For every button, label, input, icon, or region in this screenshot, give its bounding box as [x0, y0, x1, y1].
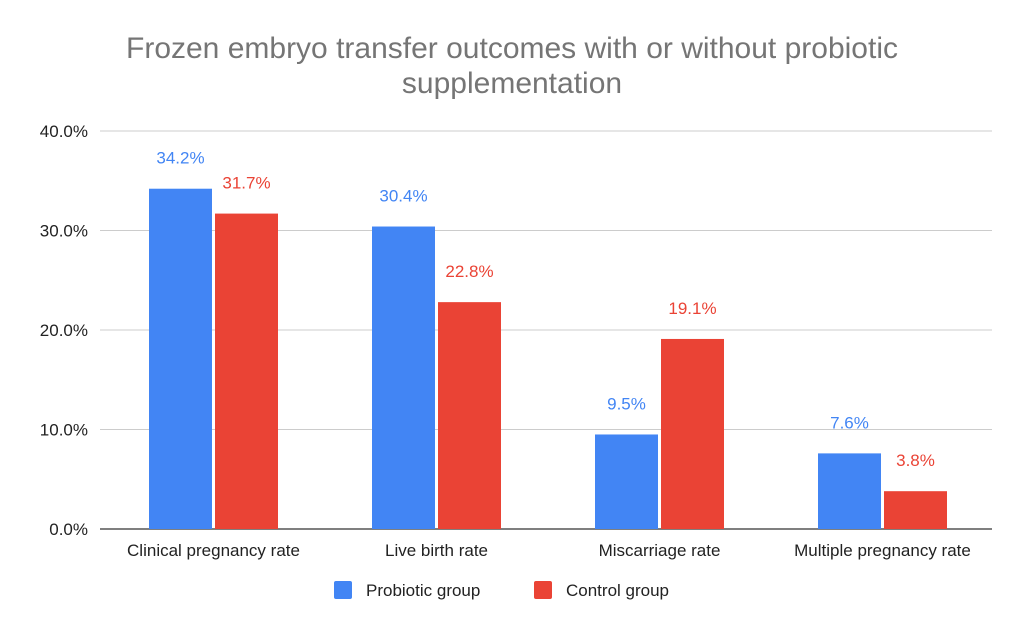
chart-title-line-1: Frozen embryo transfer outcomes with or …: [126, 32, 898, 65]
data-label: 7.6%: [830, 413, 869, 432]
y-tick-label: 40.0%: [40, 122, 88, 141]
chart-title-line-2: supplementation: [402, 67, 622, 100]
y-tick-label: 10.0%: [40, 421, 88, 440]
data-labels: 34.2% 31.7% 30.4% 22.8% 9.5% 19.1% 7.6% 3.8%: [156, 149, 934, 470]
x-category-label: Multiple pregnancy rate: [794, 541, 971, 560]
y-axis-tick-labels: 0.0% 10.0% 20.0% 30.0% 40.0%: [40, 122, 88, 539]
bar-probiotic-2: [595, 434, 658, 529]
bar-control-3: [884, 491, 947, 529]
legend: Probiotic group Control group: [334, 581, 669, 600]
data-label: 19.1%: [668, 299, 716, 318]
y-tick-label: 30.0%: [40, 222, 88, 241]
bar-probiotic-1: [372, 226, 435, 529]
x-category-label: Live birth rate: [385, 541, 488, 560]
x-axis-category-labels: Clinical pregnancy rate Live birth rate Mi…: [127, 541, 971, 560]
legend-label-probiotic: Probiotic group: [366, 581, 480, 600]
data-label: 34.2%: [156, 149, 204, 168]
data-label: 30.4%: [379, 187, 427, 206]
data-label: 31.7%: [222, 174, 270, 193]
legend-label-control: Control group: [566, 581, 669, 600]
y-tick-label: 0.0%: [49, 520, 88, 539]
bars: [149, 188, 947, 529]
x-category-label: Clinical pregnancy rate: [127, 541, 300, 560]
x-category-label: Miscarriage rate: [599, 541, 721, 560]
legend-swatch-probiotic: [334, 581, 352, 599]
bar-probiotic-0: [149, 188, 212, 529]
legend-swatch-control: [534, 581, 552, 599]
data-label: 22.8%: [445, 262, 493, 281]
bar-probiotic-3: [818, 453, 881, 529]
y-tick-label: 20.0%: [40, 321, 88, 340]
data-label: 9.5%: [607, 394, 646, 413]
bar-control-1: [438, 302, 501, 529]
bar-control-2: [661, 338, 724, 529]
data-label: 3.8%: [896, 451, 935, 470]
bar-control-0: [215, 213, 278, 529]
